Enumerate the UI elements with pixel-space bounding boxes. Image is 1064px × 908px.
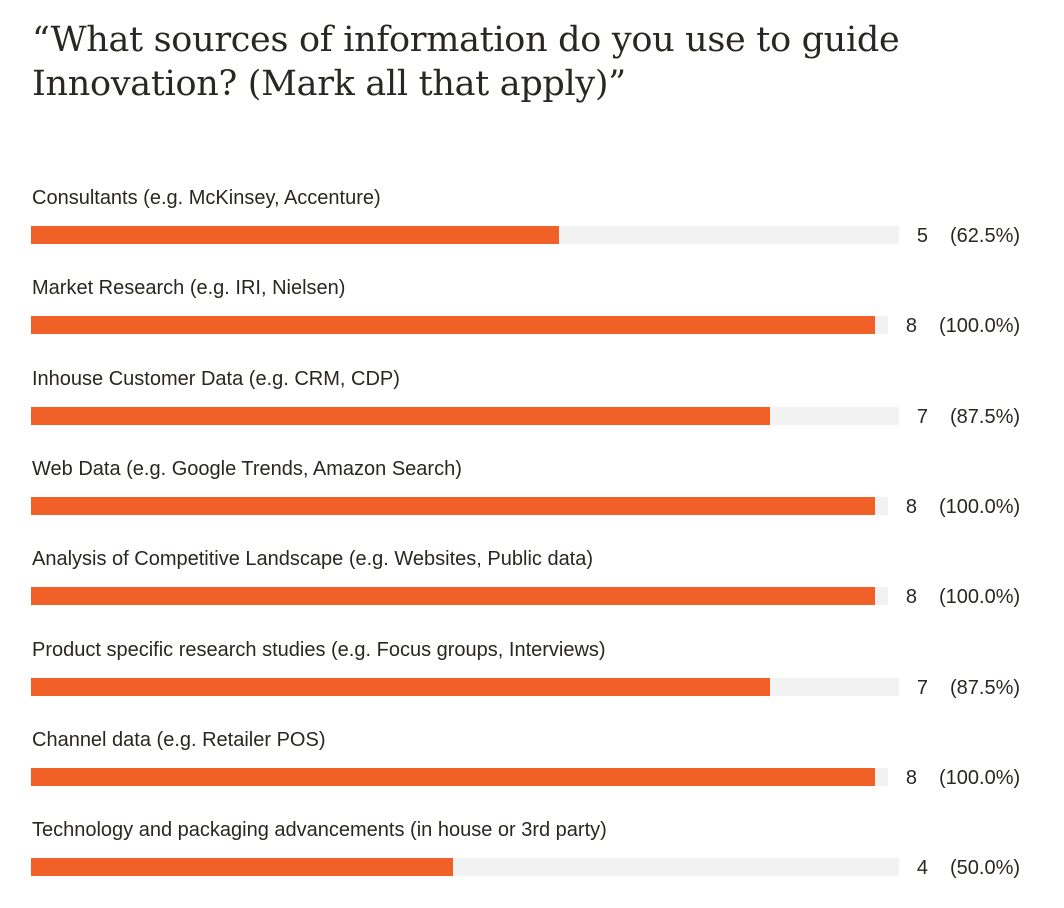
bar-count: 7 <box>916 677 928 699</box>
bar-track <box>31 226 899 244</box>
bar-track <box>31 497 888 515</box>
bar-percent: (87.5%) <box>950 406 1021 428</box>
bar-count: 8 <box>905 315 917 337</box>
bar <box>31 497 875 515</box>
bar-label: Web Data (e.g. Google Trends, Amazon Sea… <box>32 458 462 480</box>
bar-percent: (100.0%) <box>939 496 1021 518</box>
bar-row: Inhouse Customer Data (e.g. CRM, CDP) 7 (8… <box>0 367 1064 457</box>
bar-row: Product specific research studies (e.g. … <box>0 638 1064 728</box>
bar-count: 8 <box>905 586 917 608</box>
bar-count: 8 <box>905 496 917 518</box>
bar <box>31 226 559 244</box>
bar-percent: (100.0%) <box>939 315 1021 337</box>
bar-count: 5 <box>916 225 928 247</box>
bar-count: 4 <box>916 857 928 879</box>
bar <box>31 587 875 605</box>
bar-label: Channel data (e.g. Retailer POS) <box>32 729 326 751</box>
bar <box>31 858 453 876</box>
bar-percent: (100.0%) <box>939 767 1021 789</box>
bar-row: Market Research (e.g. IRI, Nielsen) 8 (100… <box>0 276 1064 366</box>
bar <box>31 768 875 786</box>
bar <box>31 407 770 425</box>
bar-row: Analysis of Competitive Landscape (e.g. … <box>0 547 1064 637</box>
bar-label: Analysis of Competitive Landscape (e.g. … <box>32 548 594 570</box>
bar-track <box>31 587 888 605</box>
bar-percent: (62.5%) <box>950 225 1021 247</box>
bar <box>31 678 770 696</box>
bar-track <box>31 858 899 876</box>
bar-label: Inhouse Customer Data (e.g. CRM, CDP) <box>32 368 400 390</box>
bar-label: Technology and packaging advancements (i… <box>32 819 607 841</box>
bar-percent: (100.0%) <box>939 586 1021 608</box>
bar-row: Consultants (e.g. McKinsey, Accenture) 5 (… <box>0 186 1064 276</box>
bar-count: 8 <box>905 767 917 789</box>
bar-row: Channel data (e.g. Retailer POS) 8 (100.0%… <box>0 728 1064 818</box>
bar-row: Web Data (e.g. Google Trends, Amazon Sea… <box>0 457 1064 547</box>
bar-track <box>31 316 888 334</box>
bar <box>31 316 875 334</box>
bar-track <box>31 768 888 786</box>
bar-track <box>31 678 899 696</box>
bar-percent: (50.0%) <box>950 857 1021 879</box>
chart-title: “What sources of information do you use … <box>32 20 900 104</box>
bar-count: 7 <box>916 406 928 428</box>
bar-label: Product specific research studies (e.g. … <box>32 639 606 661</box>
bar-track <box>31 407 899 425</box>
bar-label: Consultants (e.g. McKinsey, Accenture) <box>32 187 381 209</box>
bar-label: Market Research (e.g. IRI, Nielsen) <box>32 277 346 299</box>
bar-row: Technology and packaging advancements (i… <box>0 818 1064 908</box>
bar-percent: (87.5%) <box>950 677 1021 699</box>
